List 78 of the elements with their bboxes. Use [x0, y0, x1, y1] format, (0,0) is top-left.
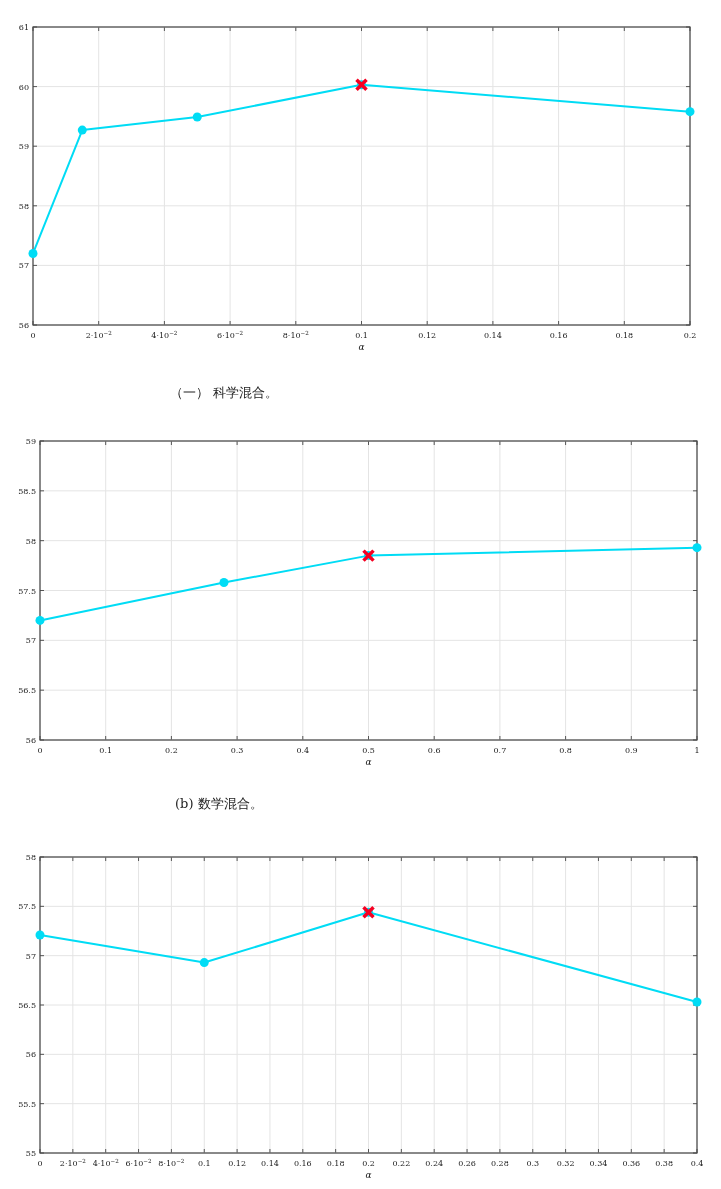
x-tick-label: 0.3 — [230, 746, 244, 755]
x-tick-label: 0.12 — [418, 331, 437, 340]
x-tick-label: 4·10$^{−2}$ — [92, 1158, 120, 1168]
text: （一） 科学混合。 — [170, 385, 279, 400]
x-tick-label: 0.2 — [362, 1159, 375, 1168]
y-tick-label: 58 — [25, 853, 36, 862]
y-tick-label: 55 — [25, 1149, 36, 1158]
x-axis-title: α — [358, 342, 365, 352]
y-tick-label: 59 — [25, 437, 36, 446]
x-tick-label: 0.32 — [556, 1159, 575, 1168]
y-tick-label: 57 — [18, 261, 29, 271]
x-tick-label: 0.16 — [549, 331, 568, 340]
x-tick-label: 0.22 — [392, 1159, 411, 1168]
y-tick-label: 55.5 — [18, 1099, 36, 1109]
x-tick-label: 2·10$^{−2}$ — [85, 330, 113, 340]
x-tick-label: 2·10$^{−2}$ — [59, 1158, 87, 1168]
point — [35, 615, 45, 625]
x-tick-label: 4·10$^{−2}$ — [151, 330, 178, 340]
x-tick-label: 0.5 — [362, 746, 375, 755]
x-tick-label: 8·10$^{−2}$ — [282, 330, 310, 340]
y-tick-label: 56 — [18, 321, 29, 330]
x-tick-label: 0.24 — [425, 1159, 444, 1168]
y-tick-label: 56.5 — [18, 1001, 36, 1010]
x-tick-label: 0.1 — [355, 331, 368, 340]
x-tick-label: 0.14 — [261, 1159, 279, 1168]
y-tick-label: 58.5 — [18, 486, 36, 496]
x-tick-label: 0.12 — [228, 1159, 247, 1168]
point — [692, 543, 702, 553]
point — [35, 930, 45, 940]
x-tick-label: 0.2 — [683, 331, 697, 340]
x-tick-label: 0.2 — [165, 746, 178, 755]
y-tick-label: 59 — [18, 142, 29, 152]
x-tick-label: 0.14 — [483, 331, 502, 340]
text: (b) 数学混合。 — [175, 796, 263, 811]
x-tick-label: 0.16 — [293, 1159, 312, 1168]
y-tick-label: 61 — [18, 23, 29, 32]
x-tick-label: 8·10$^{−2}$ — [158, 1158, 185, 1168]
point — [199, 958, 209, 968]
y-tick-label: 60 — [18, 82, 29, 92]
x-tick-label: 0.38 — [655, 1159, 674, 1168]
x-tick-label: 0 — [30, 331, 36, 340]
x-axis-title: α — [365, 1170, 372, 1180]
x-tick-label: 0 — [37, 746, 43, 755]
x-tick-label: 0.18 — [615, 331, 634, 340]
y-tick-label: 56.5 — [18, 686, 36, 696]
y-tick-label: 57.5 — [18, 902, 36, 912]
y-tick-label: 58 — [18, 201, 29, 211]
x-tick-label: 0.7 — [493, 746, 507, 755]
x-tick-label: 0.4 — [690, 1159, 704, 1168]
point — [77, 125, 87, 135]
x-tick-label: 0.28 — [490, 1159, 509, 1168]
x-tick-label: 1 — [694, 746, 700, 755]
x-tick-label: 0.8 — [559, 746, 572, 755]
y-tick-label: 57 — [25, 951, 36, 961]
x-tick-label: 0.3 — [526, 1159, 540, 1168]
y-tick-label: 56 — [25, 736, 36, 745]
x-tick-label: 0.26 — [458, 1159, 476, 1168]
x-tick-label: 0 — [37, 1159, 43, 1168]
x-tick-label: 0.9 — [624, 746, 638, 755]
x-axis-title: α — [365, 757, 372, 767]
point — [685, 107, 695, 117]
y-tick-label: 57.5 — [18, 586, 36, 596]
x-tick-label: 0.1 — [197, 1159, 211, 1168]
x-tick-label: 6·10$^{−2}$ — [125, 1158, 153, 1168]
x-tick-label: 6·10$^{−2}$ — [217, 330, 244, 340]
x-tick-label: 0.18 — [326, 1159, 345, 1168]
y-tick-label: 58 — [25, 536, 36, 546]
y-tick-label: 57 — [25, 636, 36, 646]
x-tick-label: 0.1 — [99, 746, 113, 755]
point — [192, 112, 202, 122]
point — [28, 248, 38, 258]
x-tick-label: 0.4 — [296, 746, 310, 755]
x-tick-label: 0.6 — [427, 746, 441, 755]
y-tick-label: 56 — [25, 1050, 36, 1060]
x-tick-label: 0.36 — [622, 1159, 641, 1168]
point — [219, 578, 229, 588]
x-tick-label: 0.34 — [589, 1159, 608, 1168]
point — [692, 997, 702, 1007]
